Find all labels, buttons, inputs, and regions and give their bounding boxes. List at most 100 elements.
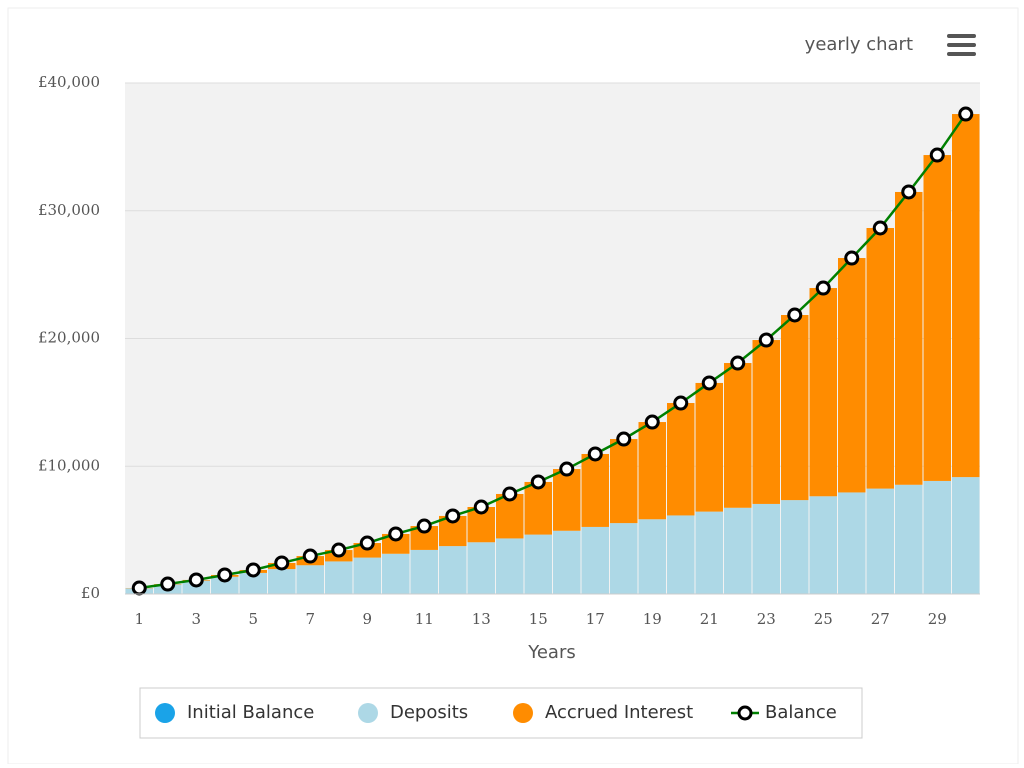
bar-segment — [667, 515, 695, 594]
bar-segment — [924, 481, 952, 594]
y-tick-label: £20,000 — [38, 329, 100, 347]
bar-segment — [496, 538, 524, 594]
bar-segment — [610, 523, 638, 594]
bar-segment — [867, 228, 895, 489]
balance-marker — [817, 282, 829, 294]
bar-segment — [610, 439, 638, 523]
menu-bar — [947, 52, 976, 56]
balance-marker — [276, 557, 288, 569]
bar-segment — [838, 258, 866, 492]
balance-marker — [447, 510, 459, 522]
bar-segment — [582, 527, 610, 594]
bar-segment — [838, 492, 866, 594]
balance-marker — [361, 537, 373, 549]
bar-segment — [582, 454, 610, 527]
balance-marker — [589, 448, 601, 460]
bar-segment — [639, 519, 667, 594]
bar-segment — [696, 383, 724, 512]
bar-segment — [753, 340, 781, 504]
menu-label[interactable]: yearly chart — [805, 34, 913, 55]
balance-marker — [931, 149, 943, 161]
x-tick-label: 1 — [134, 610, 144, 628]
x-axis-title: Years — [527, 642, 576, 663]
bar-segment — [268, 569, 296, 594]
bar-segment — [667, 403, 695, 515]
x-tick-label: 29 — [928, 610, 947, 628]
x-tick-label: 17 — [586, 610, 605, 628]
balance-marker — [903, 186, 915, 198]
bar-segment — [525, 482, 553, 535]
bar-segment — [781, 315, 809, 500]
bar-segment — [753, 504, 781, 594]
balance-marker — [475, 501, 487, 513]
y-tick-label: £30,000 — [38, 201, 100, 219]
balance-marker — [789, 309, 801, 321]
balance-marker — [646, 416, 658, 428]
bar-segment — [639, 422, 667, 519]
bar-segment — [553, 531, 581, 594]
bar-segment — [439, 546, 467, 594]
legend-swatch — [155, 703, 175, 723]
x-tick-label: 3 — [191, 610, 201, 628]
bar-segment — [354, 558, 382, 594]
x-tick-label: 7 — [305, 610, 315, 628]
balance-marker — [561, 463, 573, 475]
x-tick-label: 13 — [472, 610, 491, 628]
bar-segment — [781, 500, 809, 594]
menu-bar — [947, 43, 976, 47]
balance-marker — [418, 520, 430, 532]
y-tick-label: £40,000 — [38, 73, 100, 91]
bar-segment — [724, 508, 752, 594]
bar-segment — [696, 512, 724, 594]
bar-segment — [325, 561, 353, 594]
balance-marker — [675, 397, 687, 409]
balance-marker — [874, 222, 886, 234]
x-tick-label: 21 — [700, 610, 719, 628]
legend-label[interactable]: Deposits — [390, 702, 468, 723]
x-tick-label: 5 — [248, 610, 258, 628]
bar-segment — [924, 155, 952, 481]
legend-swatch — [358, 703, 378, 723]
balance-marker — [703, 377, 715, 389]
x-tick-label: 23 — [757, 610, 776, 628]
bar-segment — [867, 489, 895, 594]
bar-segment — [553, 469, 581, 531]
balance-marker — [504, 488, 516, 500]
y-tick-label: £10,000 — [38, 456, 100, 474]
balance-marker — [618, 433, 630, 445]
balance-marker — [732, 357, 744, 369]
balance-marker — [960, 108, 972, 120]
balance-marker — [247, 564, 259, 576]
bar-segment — [810, 288, 838, 496]
balance-marker — [760, 334, 772, 346]
balance-marker — [219, 569, 231, 581]
menu-button[interactable] — [947, 34, 976, 56]
bar-segment — [382, 554, 410, 594]
y-tick-label: £0 — [81, 584, 100, 602]
balance-marker — [133, 582, 145, 594]
balance-marker — [333, 544, 345, 556]
legend-label[interactable]: Accrued Interest — [545, 702, 693, 723]
bar-segment — [525, 535, 553, 594]
legend-label[interactable]: Initial Balance — [187, 702, 314, 723]
balance-marker — [532, 476, 544, 488]
bar-segment — [411, 550, 439, 594]
legend-label[interactable]: Balance — [765, 702, 837, 723]
menu-bar — [947, 34, 976, 38]
x-tick-label: 11 — [415, 610, 434, 628]
bar-segment — [810, 496, 838, 594]
x-tick-label: 19 — [643, 610, 662, 628]
legend-marker — [739, 707, 751, 719]
bar-segment — [297, 565, 325, 594]
balance-marker — [390, 528, 402, 540]
bar-segment — [724, 363, 752, 508]
x-tick-label: 15 — [529, 610, 548, 628]
x-tick-label: 27 — [871, 610, 890, 628]
legend-swatch — [513, 703, 533, 723]
bar-segment — [895, 192, 923, 485]
balance-marker — [162, 578, 174, 590]
balance-marker — [846, 252, 858, 264]
bar-segment — [468, 542, 496, 594]
x-tick-label: 9 — [362, 610, 372, 628]
